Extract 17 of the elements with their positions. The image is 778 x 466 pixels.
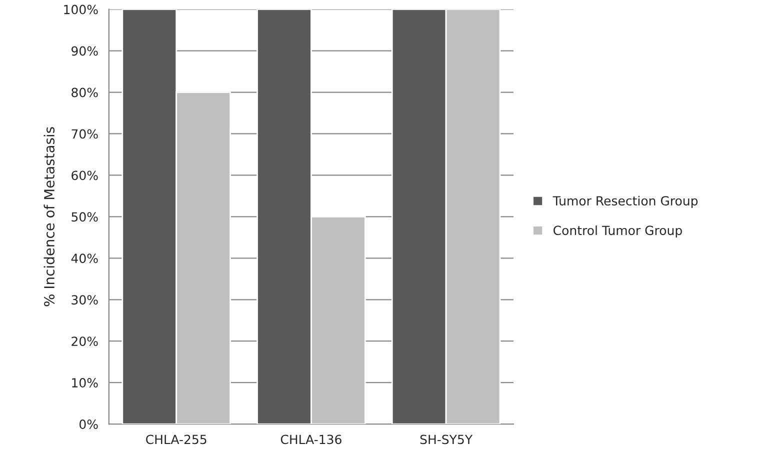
y-tick-label: 70%	[72, 129, 98, 139]
y-tick-label: 90%	[72, 46, 98, 56]
legend-label: Control Tumor Group	[554, 225, 682, 238]
y-tick-label: 60%	[72, 170, 98, 180]
y-tick-label: 0%	[79, 420, 98, 429]
y-axis-title: % Incidence of Metastasis	[44, 127, 55, 306]
y-tick-label: 40%	[71, 254, 98, 264]
x-tick-label: SH-SY5Y	[420, 434, 473, 444]
y-tick-label: 80%	[72, 88, 98, 98]
y-tick-label: 20%	[72, 336, 98, 346]
y-tick-label: 10%	[72, 378, 98, 388]
y-tick-label: 50%	[72, 212, 98, 222]
legend-label: Tumor Resection Group	[552, 196, 698, 208]
x-tick-label: CHLA-255	[146, 434, 206, 444]
x-tick-label: CHLA-136	[280, 434, 342, 444]
y-tick-label: 100%	[64, 4, 98, 14]
y-tick-label: 30%	[72, 295, 98, 305]
